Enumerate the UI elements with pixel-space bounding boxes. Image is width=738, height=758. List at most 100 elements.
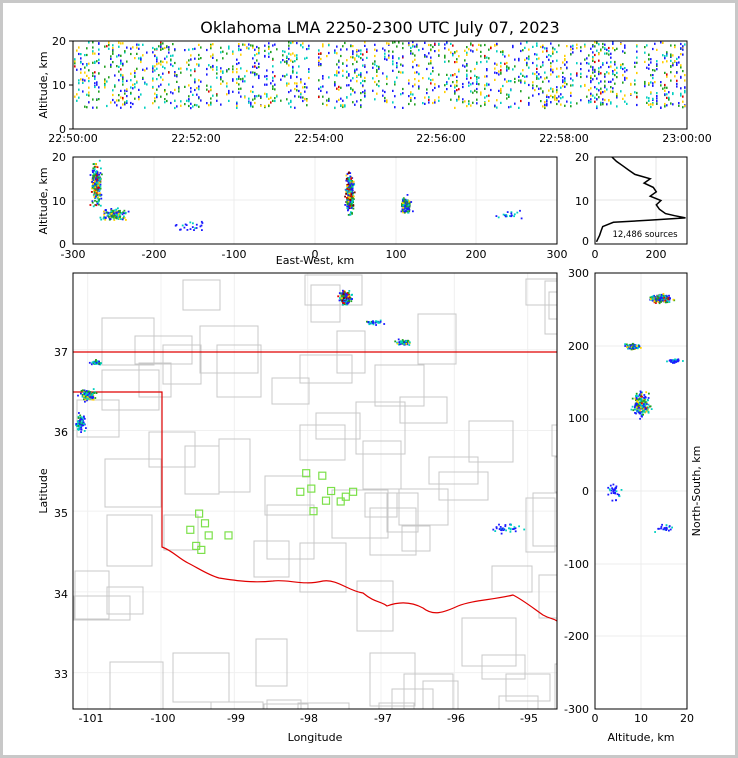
ew-alt-xlabel: East-West, km <box>276 254 354 267</box>
source-mark <box>592 71 594 74</box>
source-mark <box>656 60 658 63</box>
source-mark <box>418 87 420 90</box>
source-mark <box>86 64 88 67</box>
source-mark <box>94 85 96 89</box>
source-mark <box>347 183 350 186</box>
source-mark <box>492 528 495 531</box>
source-mark <box>636 397 638 400</box>
station-marker <box>321 496 331 505</box>
source-mark <box>98 189 101 192</box>
source-mark <box>146 67 148 70</box>
source-mark <box>462 101 464 104</box>
source-mark <box>118 54 120 57</box>
source-mark <box>94 361 97 364</box>
county-outline <box>73 595 131 621</box>
source-mark <box>342 45 344 48</box>
source-mark <box>78 52 80 56</box>
source-mark <box>550 42 552 45</box>
source-mark <box>352 89 354 92</box>
source-mark <box>407 203 410 206</box>
source-mark <box>504 525 507 528</box>
source-mark <box>190 58 192 61</box>
source-mark <box>570 53 572 56</box>
source-mark <box>360 49 362 52</box>
source-mark <box>554 96 556 99</box>
source-mark <box>274 97 276 100</box>
source-mark <box>592 94 594 97</box>
source-mark <box>470 49 472 52</box>
source-mark <box>392 69 394 72</box>
source-mark <box>351 206 354 208</box>
source-mark <box>652 84 654 87</box>
source-mark <box>113 213 116 216</box>
source-mark <box>346 59 348 62</box>
source-mark <box>140 56 142 59</box>
source-mark <box>74 58 76 61</box>
source-mark <box>450 51 452 54</box>
source-mark <box>268 104 270 108</box>
source-mark <box>665 526 668 529</box>
source-mark <box>74 60 76 63</box>
ytick-label: 34 <box>54 588 68 601</box>
source-mark <box>117 216 120 219</box>
source-mark <box>607 493 610 496</box>
source-mark <box>93 392 96 394</box>
source-mark <box>347 208 350 211</box>
source-mark <box>624 51 626 54</box>
source-mark <box>292 67 294 70</box>
source-mark <box>124 92 126 95</box>
source-mark <box>542 90 544 93</box>
station-marker <box>197 545 206 555</box>
source-mark <box>198 79 200 82</box>
source-mark <box>430 44 432 47</box>
source-mark <box>322 102 324 105</box>
source-mark <box>510 211 513 214</box>
source-mark <box>484 54 486 58</box>
source-mark <box>210 55 212 58</box>
source-mark <box>340 48 342 51</box>
source-mark <box>122 96 124 100</box>
source-mark <box>408 204 411 206</box>
source-mark <box>476 48 478 51</box>
source-mark <box>614 492 616 494</box>
source-mark <box>238 91 240 94</box>
source-mark <box>122 80 124 83</box>
source-mark <box>526 41 528 44</box>
source-mark <box>93 187 95 190</box>
source-mark <box>615 487 617 489</box>
source-mark <box>286 60 288 63</box>
source-mark <box>348 188 351 191</box>
source-mark <box>290 76 292 79</box>
source-mark <box>604 80 606 83</box>
source-mark <box>86 47 88 50</box>
source-mark <box>464 100 466 103</box>
source-mark <box>680 64 682 67</box>
source-mark <box>352 63 354 66</box>
source-mark <box>558 95 560 98</box>
source-mark <box>386 99 388 102</box>
source-mark <box>416 64 418 67</box>
source-mark <box>630 82 632 85</box>
source-mark <box>347 214 350 216</box>
source-mark <box>124 89 126 92</box>
source-mark <box>430 56 432 59</box>
source-mark <box>536 71 538 74</box>
source-mark <box>658 302 661 305</box>
source-mark <box>270 96 272 99</box>
source-mark <box>341 294 344 296</box>
source-mark <box>450 74 452 77</box>
source-mark <box>412 52 414 55</box>
plan-view-panel: 33 34 35 36 37 -101 -100 -99 -98 -97 -96… <box>37 272 558 744</box>
source-mark <box>580 49 582 53</box>
source-mark <box>364 89 366 92</box>
source-mark <box>570 45 572 48</box>
source-mark <box>94 77 96 80</box>
source-mark <box>646 66 648 69</box>
source-mark <box>162 47 164 50</box>
source-mark <box>256 66 258 69</box>
source-mark <box>494 104 496 107</box>
source-mark <box>434 83 436 86</box>
source-mark <box>210 45 212 48</box>
source-mark <box>470 104 472 107</box>
source-mark <box>346 48 348 51</box>
